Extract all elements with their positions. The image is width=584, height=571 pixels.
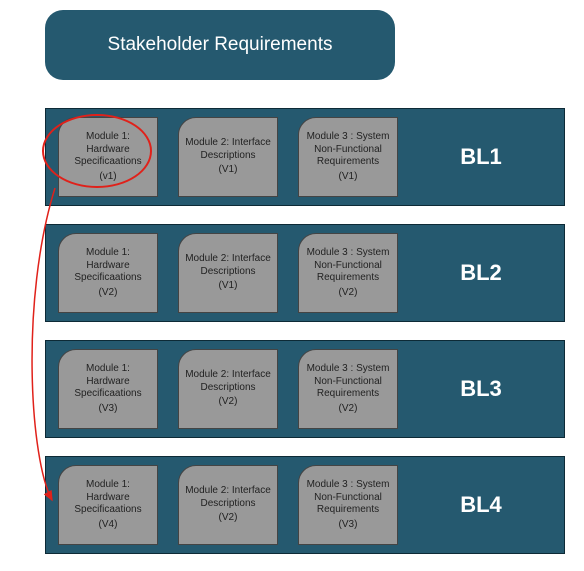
baseline-label: BL2 (398, 260, 564, 286)
module-box: Module 2: Interface Descriptions (V1) (178, 233, 278, 313)
module-title: Module 1: Hardware Specificaations (63, 363, 153, 401)
module-title: Module 2: Interface Descriptions (183, 485, 273, 510)
module-version: (V1) (219, 164, 238, 177)
module-version: (V2) (339, 403, 358, 416)
module-title: Module 3 : System Non-Functional Require… (303, 131, 393, 169)
module-version: (V1) (339, 171, 358, 184)
module-version: (V1) (219, 280, 238, 293)
module-version: (V2) (219, 396, 238, 409)
module-box: Module 3 : System Non-Functional Require… (298, 233, 398, 313)
baseline-label: BL1 (398, 144, 564, 170)
modules-wrap: Module 1: Hardware Specificaations (V4) … (46, 465, 398, 545)
module-box: Module 1: Hardware Specificaations (V3) (58, 349, 158, 429)
baseline-row-1: Module 1: Hardware Specificaations (v1) … (45, 108, 565, 206)
header-box: Stakeholder Requirements (45, 10, 395, 80)
modules-wrap: Module 1: Hardware Specificaations (V2) … (46, 233, 398, 313)
module-box: Module 3 : System Non-Functional Require… (298, 349, 398, 429)
module-title: Module 2: Interface Descriptions (183, 369, 273, 394)
module-version: (V2) (99, 287, 118, 300)
baseline-row-4: Module 1: Hardware Specificaations (V4) … (45, 456, 565, 554)
module-title: Module 1: Hardware Specificaations (63, 247, 153, 285)
baseline-row-2: Module 1: Hardware Specificaations (V2) … (45, 224, 565, 322)
module-version: (v1) (99, 171, 116, 184)
header-title: Stakeholder Requirements (108, 34, 333, 56)
module-box: Module 1: Hardware Specificaations (V2) (58, 233, 158, 313)
module-box: Module 3 : System Non-Functional Require… (298, 465, 398, 545)
modules-wrap: Module 1: Hardware Specificaations (V3) … (46, 349, 398, 429)
module-box: Module 2: Interface Descriptions (V2) (178, 465, 278, 545)
module-title: Module 2: Interface Descriptions (183, 137, 273, 162)
module-version: (V3) (339, 519, 358, 532)
module-title: Module 1: Hardware Specificaations (63, 131, 153, 169)
module-title: Module 3 : System Non-Functional Require… (303, 247, 393, 285)
module-version: (V2) (339, 287, 358, 300)
module-box: Module 2: Interface Descriptions (V2) (178, 349, 278, 429)
module-version: (V3) (99, 403, 118, 416)
baseline-label: BL4 (398, 492, 564, 518)
module-version: (V2) (219, 512, 238, 525)
module-box: Module 1: Hardware Specificaations (v1) (58, 117, 158, 197)
module-title: Module 3 : System Non-Functional Require… (303, 363, 393, 401)
module-title: Module 2: Interface Descriptions (183, 253, 273, 278)
module-box: Module 2: Interface Descriptions (V1) (178, 117, 278, 197)
module-box: Module 3 : System Non-Functional Require… (298, 117, 398, 197)
module-version: (V4) (99, 519, 118, 532)
modules-wrap: Module 1: Hardware Specificaations (v1) … (46, 117, 398, 197)
module-box: Module 1: Hardware Specificaations (V4) (58, 465, 158, 545)
baseline-row-3: Module 1: Hardware Specificaations (V3) … (45, 340, 565, 438)
module-title: Module 1: Hardware Specificaations (63, 479, 153, 517)
baseline-label: BL3 (398, 376, 564, 402)
module-title: Module 3 : System Non-Functional Require… (303, 479, 393, 517)
